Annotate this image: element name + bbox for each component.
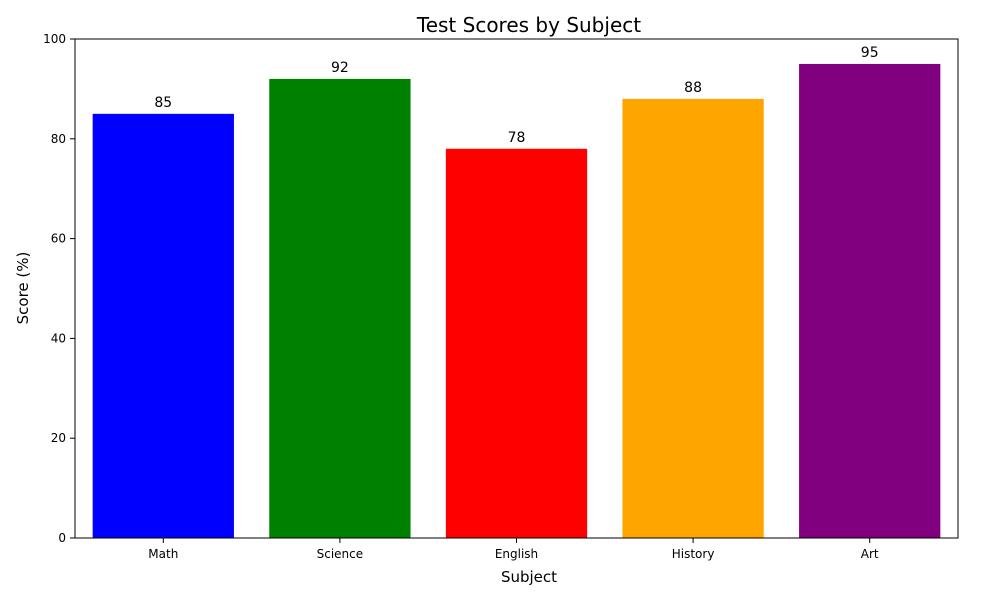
x-tick-label-science: Science (317, 547, 364, 561)
y-tick-label-100: 100 (43, 32, 66, 46)
x-axis: Math Science English History Art (148, 538, 879, 561)
value-label-science: 92 (331, 60, 349, 76)
bar-math (92, 113, 234, 538)
value-labels-layer: 85 92 78 88 95 (154, 45, 878, 146)
y-tick-label-20: 20 (51, 431, 66, 445)
y-axis: 0 20 40 60 80 100 (43, 32, 75, 545)
x-tick-label-history: History (672, 547, 715, 561)
y-tick-label-60: 60 (51, 232, 66, 246)
y-tick-label-40: 40 (51, 331, 66, 345)
bar-science (269, 78, 411, 539)
chart-title: Test Scores by Subject (416, 13, 641, 37)
value-label-english: 78 (508, 130, 526, 146)
value-label-math: 85 (154, 95, 172, 111)
x-tick-label-english: English (495, 547, 538, 561)
bar-english (445, 148, 588, 538)
bar-history (622, 98, 764, 538)
x-tick-label-math: Math (148, 547, 178, 561)
bars-layer (92, 63, 941, 539)
x-axis-label: Subject (501, 568, 557, 586)
value-label-art: 95 (861, 45, 879, 61)
bar-art (799, 63, 941, 538)
value-label-history: 88 (684, 80, 702, 96)
y-axis-label: Score (%) (14, 252, 32, 325)
y-tick-label-80: 80 (51, 132, 66, 146)
y-tick-label-0: 0 (58, 531, 66, 545)
x-tick-label-art: Art (861, 547, 879, 561)
